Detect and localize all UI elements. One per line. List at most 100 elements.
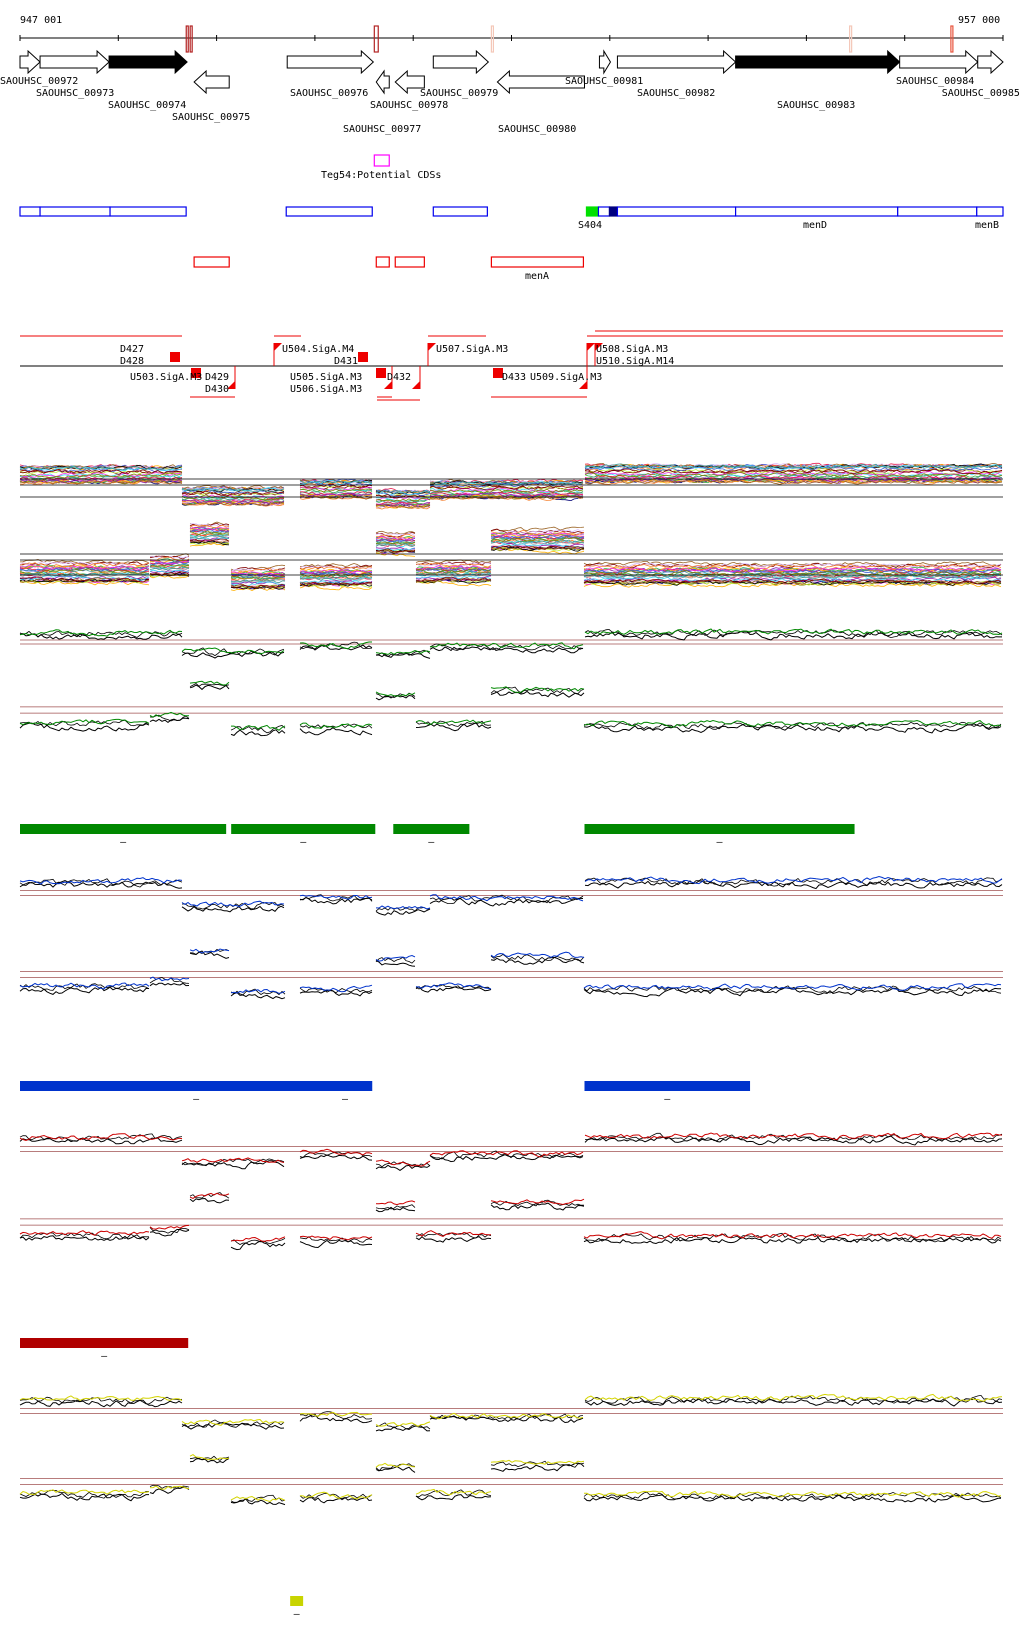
sample-profile-line: [19, 524, 1002, 574]
regulatory-element-label: U509.SigA.M3: [530, 372, 602, 383]
sample-profile-line: [19, 530, 1002, 579]
reference-profile-line: [19, 1197, 1002, 1251]
condition-profile-line: [19, 1393, 1003, 1427]
gene-label: SAOUHSC_00984: [896, 76, 974, 87]
sample-profile-line: [19, 526, 1002, 576]
regulatory-element-label: U504.SigA.M4: [282, 344, 354, 355]
blue-feature-box: [616, 206, 737, 217]
gene-label: SAOUHSC_00982: [637, 88, 715, 99]
gene-label: SAOUHSC_00985: [942, 88, 1020, 99]
gene-arrow: [598, 49, 612, 75]
coordinate-axis: 947 001 957 000: [19, 15, 1004, 53]
gene-arrow: [735, 49, 901, 75]
gene-label: SAOUHSC_00976: [290, 88, 368, 99]
segment-bar: [20, 824, 227, 834]
gene-arrow: [108, 49, 188, 75]
gene-label: SAOUHSC_00981: [565, 76, 643, 87]
axis-marker: [849, 25, 853, 53]
expression-tracks: [19, 462, 1003, 1506]
potential-cds-box: [373, 154, 390, 167]
promoter-flag: [595, 343, 603, 351]
blue-feature-box: [608, 206, 619, 217]
axis-end-label: 957 000: [958, 15, 1000, 26]
sample-profile-line: [19, 534, 1002, 584]
red-feature-box: [490, 256, 585, 268]
reference-profile-line: [19, 1398, 1003, 1432]
regulatory-element-label: D430: [205, 384, 229, 395]
segment-bar-label: –: [101, 1351, 108, 1362]
red-feature-box: [394, 256, 425, 268]
segment-bar-label: –: [193, 1094, 200, 1105]
blue-feature-label: menB: [975, 220, 999, 231]
sample-profile-line: [19, 471, 1003, 502]
promoter-flag: [274, 343, 282, 351]
red-feature-track: menA: [193, 256, 585, 282]
segment-bar-label: –: [664, 1094, 671, 1105]
reference-profile-line: [19, 877, 1003, 912]
red-feature-label: menA: [525, 271, 549, 282]
segment-bar: [20, 1338, 189, 1348]
gene-label: SAOUHSC_00977: [343, 124, 421, 135]
condition-profile-line: [19, 875, 1003, 910]
blue-feature-box: [19, 206, 41, 217]
gene-arrow: [375, 69, 390, 95]
segment-bar: [584, 1081, 751, 1091]
blue-feature-box: [585, 206, 600, 217]
regulatory-element-label: U510.SigA.M14: [596, 356, 674, 367]
gene-label: SAOUHSC_00975: [172, 112, 250, 123]
condition-profile-line: [19, 680, 1002, 731]
condition-profile-line: [19, 1132, 1003, 1167]
gene-label: SAOUHSC_00974: [108, 100, 186, 111]
segment-bar-label: –: [294, 1609, 301, 1620]
axis-marker: [373, 25, 379, 53]
gene-arrow: [432, 49, 490, 75]
promoter-flag: [579, 381, 587, 389]
reference-profile-line: [19, 630, 1002, 659]
promoter-flag: [384, 381, 392, 389]
red-feature-box: [375, 256, 390, 268]
blue-feature-box: [39, 206, 111, 217]
promoter-flag: [227, 381, 235, 389]
condition-profile-line: [19, 1454, 1002, 1503]
segment-bar-label: –: [342, 1094, 349, 1105]
blue-feature-box: [432, 206, 488, 217]
potential-cds-label: Teg54:Potential CDSs: [321, 170, 441, 181]
regulatory-element-label: U505.SigA.M3: [290, 372, 362, 383]
regulatory-element-label: D431: [334, 356, 358, 367]
condition-profile-line: [19, 628, 1003, 656]
gene-label: SAOUHSC_00979: [420, 88, 498, 99]
regulatory-element-label: U503.SigA.M3: [130, 372, 202, 383]
segment-bar: [231, 824, 376, 834]
gene-arrow: [496, 69, 585, 95]
terminator-box: [493, 368, 503, 378]
gene-arrow: [616, 49, 737, 75]
blue-feature-label: S404: [578, 220, 602, 231]
gene-arrow: [19, 49, 41, 75]
gene-label: SAOUHSC_00978: [370, 100, 448, 111]
terminator-box: [170, 352, 180, 362]
gene-label: SAOUHSC_00972: [0, 76, 78, 87]
promoter-flag: [412, 381, 420, 389]
regulatory-element-label: U506.SigA.M3: [290, 384, 362, 395]
segment-bar-label: –: [300, 837, 307, 848]
blue-feature-box: [597, 206, 611, 217]
regulatory-element-label: U508.SigA.M3: [596, 344, 668, 355]
terminator-box: [376, 368, 386, 378]
gene-arrow: [39, 49, 110, 75]
condition-profile-line: [19, 948, 1002, 994]
sample-profile-line: [19, 537, 1002, 587]
reference-profile-line: [19, 880, 1003, 916]
blue-feature-box: [976, 206, 1004, 217]
regulatory-element-label: D427: [120, 344, 144, 355]
segment-bar: [290, 1596, 304, 1606]
potential-cds-track: Teg54:Potential CDSs: [321, 154, 441, 181]
promoter-flag: [428, 343, 436, 351]
terminator-box: [358, 352, 368, 362]
axis-marker: [490, 25, 494, 53]
promoter-flag: [587, 343, 595, 351]
blue-feature-track: S404 menD menB: [19, 206, 1004, 231]
reference-profile-line: [19, 1132, 1003, 1168]
axis-marker: [189, 25, 193, 53]
gene-label: SAOUHSC_00973: [36, 88, 114, 99]
